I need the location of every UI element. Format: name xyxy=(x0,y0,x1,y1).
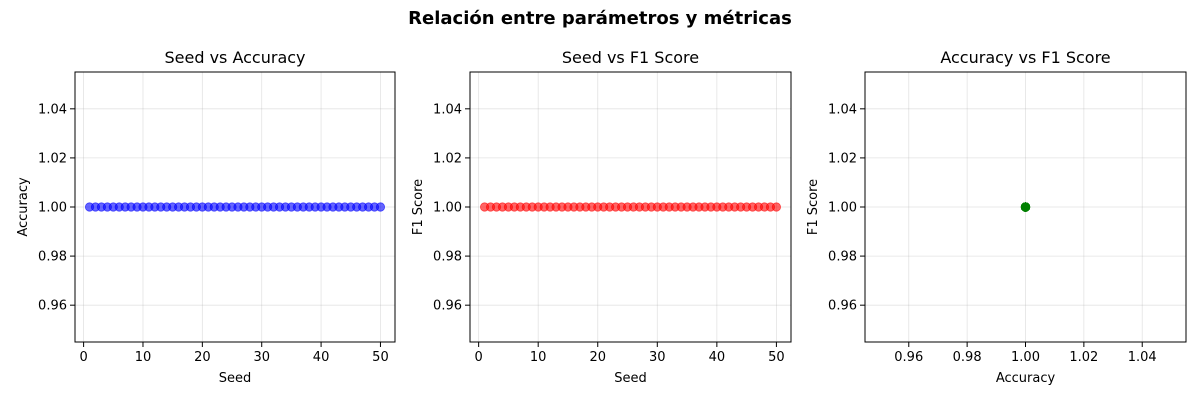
y-tick-label: 1.02 xyxy=(38,151,67,166)
y-tick-label: 0.98 xyxy=(433,250,462,265)
x-tick-label: 20 xyxy=(194,350,211,365)
y-tick-label: 1.00 xyxy=(433,201,462,216)
chart-title: Accuracy vs F1 Score xyxy=(940,48,1110,67)
x-tick-label: 1.04 xyxy=(1128,350,1157,365)
y-tick-label: 0.96 xyxy=(828,299,857,314)
chart-title: Seed vs F1 Score xyxy=(562,48,699,67)
y-tick-label: 1.02 xyxy=(433,151,462,166)
x-tick-label: 30 xyxy=(649,350,666,365)
x-tick-label: 0 xyxy=(79,350,87,365)
y-tick-label: 1.04 xyxy=(828,102,857,117)
y-tick-label: 1.02 xyxy=(828,151,857,166)
x-tick-label: 30 xyxy=(253,350,270,365)
figure-title: Relación entre parámetros y métricas xyxy=(408,8,792,29)
x-tick-label: 1.02 xyxy=(1069,350,1098,365)
y-tick-label: 0.96 xyxy=(38,299,67,314)
y-tick-label: 1.00 xyxy=(828,201,857,216)
x-tick-label: 0.96 xyxy=(894,350,923,365)
data-point xyxy=(1020,202,1031,212)
x-axis-label: Seed xyxy=(614,371,647,386)
x-tick-label: 50 xyxy=(372,350,389,365)
x-tick-label: 50 xyxy=(768,350,785,365)
x-tick-label: 10 xyxy=(530,350,547,365)
y-tick-label: 1.00 xyxy=(38,201,67,216)
x-tick-label: 0.98 xyxy=(953,350,982,365)
y-tick-label: 0.98 xyxy=(828,250,857,265)
chart-accuracy-vs-f1-score: 0.96 0.98 1.00 1.02 1.04 0.96 0.98 1.00 1.02 1.04… xyxy=(806,48,1187,386)
y-tick-label: 0.96 xyxy=(433,299,462,314)
y-axis-label: F1 Score xyxy=(806,179,821,235)
y-tick-label: 1.04 xyxy=(433,102,462,117)
chart-seed-vs-accuracy: 0 10 20 30 40 50 0.96 0.98 1.00 1.02 1.04 Seed vs A… xyxy=(16,48,396,386)
y-axis-label: Accuracy xyxy=(16,177,31,237)
chart-title: Seed vs Accuracy xyxy=(164,48,305,67)
y-axis-label: F1 Score xyxy=(411,179,426,235)
data-point xyxy=(771,202,782,212)
x-tick-label: 40 xyxy=(709,350,726,365)
x-axis-label: Seed xyxy=(219,371,252,386)
chart-seed-vs-f1-score: 0 10 20 30 40 50 0.96 0.98 1.00 1.02 1.04 Seed vs F… xyxy=(411,48,792,386)
y-tick-label: 1.04 xyxy=(38,102,67,117)
x-tick-label: 1.00 xyxy=(1011,350,1040,365)
x-tick-label: 10 xyxy=(135,350,152,365)
data-point xyxy=(375,202,386,212)
x-tick-label: 0 xyxy=(474,350,482,365)
x-tick-label: 20 xyxy=(589,350,606,365)
y-tick-label: 0.98 xyxy=(38,250,67,265)
x-axis-label: Accuracy xyxy=(996,371,1056,386)
x-tick-label: 40 xyxy=(313,350,330,365)
